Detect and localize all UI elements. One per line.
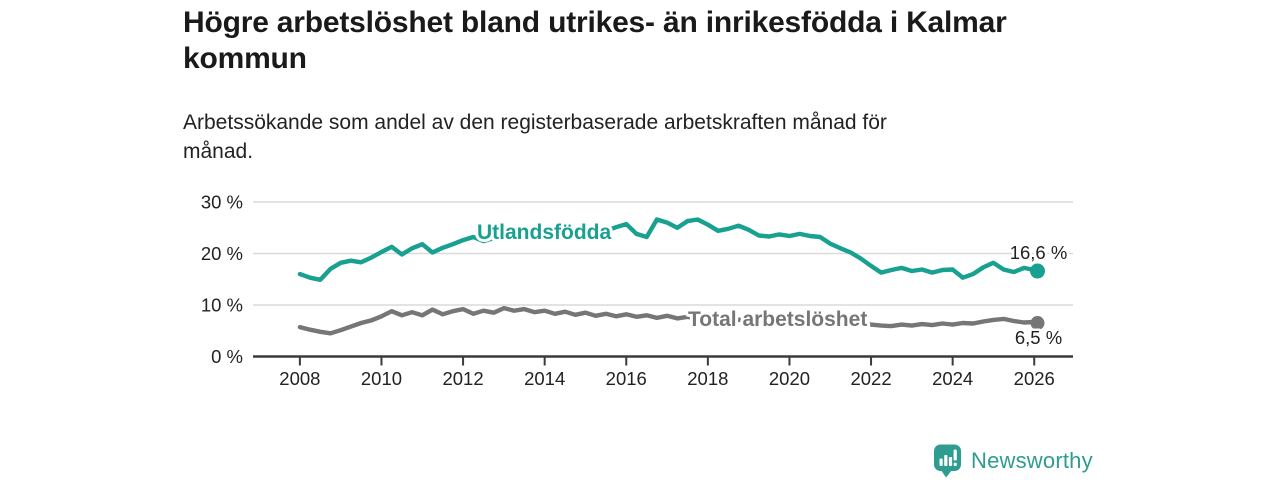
series-end-dot-total-arbetsloshet — [1030, 316, 1045, 331]
series-label-total-arbetsloshet: Total arbetslöshet — [688, 308, 867, 331]
series-layer — [297, 217, 1040, 336]
newsworthy-logo-text: Newsworthy — [971, 447, 1093, 473]
logo-bar-tall — [944, 455, 948, 466]
x-tick-label: 2008 — [279, 368, 320, 389]
newsworthy-logo[interactable]: Newsworthy — [933, 443, 1093, 478]
axis-layer — [253, 355, 1073, 366]
x-tick-label: 2010 — [361, 368, 402, 389]
y-tick-label: 30 % — [201, 192, 243, 213]
value-label-utlandsfodda: 16,6 % — [1010, 242, 1068, 263]
x-tick-label: 2022 — [850, 368, 891, 389]
chart-title-line1: Högre arbetslöshet bland utrikes- än inr… — [183, 6, 1007, 39]
logo-exclamation-bar — [953, 449, 957, 461]
labels-layer: 0 % 10 % 20 % 30 % 2008 2010 2012 2014 2016 2018 2… — [201, 192, 1070, 390]
x-tick-label: 2026 — [1014, 368, 1055, 389]
x-tick-label: 2012 — [442, 368, 483, 389]
value-label-total-arbetsloshet: 6,5 % — [1015, 327, 1062, 348]
x-tick-label: 2014 — [524, 368, 565, 389]
x-tick-label: 2024 — [932, 368, 973, 389]
chart-subtitle: Arbetssökande som andel av den registerb… — [183, 109, 1083, 166]
chart-title: Högre arbetslöshet bland utrikes- än inr… — [183, 5, 1143, 77]
series-line-utlandsfodda — [297, 217, 1040, 282]
y-tick-label: 20 % — [201, 243, 243, 264]
series-end-dot-utlandsfodda — [1030, 263, 1046, 279]
logo-exclamation-dot — [953, 462, 957, 466]
series-label-utlandsfodda: Utlandsfödda — [477, 221, 611, 244]
y-tick-label: 10 % — [201, 295, 243, 316]
chart-subtitle-line1: Arbetssökande som andel av den registerb… — [183, 111, 887, 134]
x-tick-label: 2020 — [769, 368, 810, 389]
chart-subtitle-line2: månad. — [183, 139, 254, 163]
logo-bar-short — [939, 458, 943, 466]
x-tick-label: 2016 — [606, 368, 647, 389]
gridlines-layer — [253, 201, 1073, 306]
x-tick-label: 2018 — [687, 368, 728, 389]
y-tick-label: 0 % — [211, 346, 243, 367]
newsworthy-logo-icon — [934, 444, 961, 478]
chart-title-line2: kommun — [183, 42, 307, 75]
logo-bar-medium — [948, 457, 953, 466]
series-line-total-arbetsloshet — [297, 305, 1040, 336]
